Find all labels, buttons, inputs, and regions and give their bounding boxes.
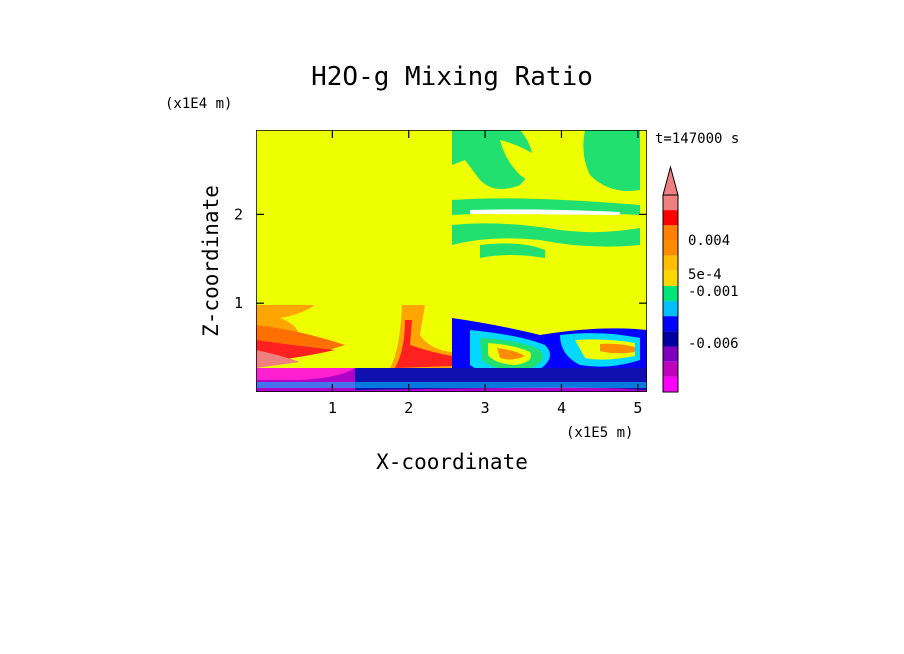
y-axis-ticks: 12 [234, 205, 647, 312]
region-green-band-3 [480, 243, 545, 258]
colorbar-swatch [663, 225, 678, 241]
y-tick-label: 1 [234, 294, 243, 312]
contour-plot-area [256, 130, 647, 392]
x-axis-title: X-coordinate [376, 450, 528, 474]
region-white-band-1 [470, 209, 620, 215]
time-label: t=147000 s [655, 131, 739, 147]
x-axis-ticks: 1 2 3 4 5 [328, 130, 642, 417]
colorbar-label: -0.001 [688, 284, 739, 300]
x-tick-label: 2 [404, 399, 413, 417]
region-pink-left [256, 350, 300, 368]
colorbar-label: 0.004 [688, 233, 730, 249]
region-green-band-2 [452, 223, 640, 247]
x-multiplier: (x1E5 m) [566, 425, 633, 441]
colorbar-swatch [663, 376, 678, 392]
region-green-upper-right [583, 130, 640, 191]
x-tick-label: 4 [557, 399, 566, 417]
colorbar: 0.004 5e-4-0.001 -0.006 [662, 165, 739, 393]
colorbar-swatch [663, 301, 678, 317]
x-tick-label: 5 [633, 399, 642, 417]
chart-title: H2O-g Mixing Ratio [311, 62, 593, 92]
colorbar-label: -0.006 [688, 336, 739, 352]
region-cyan-surface [256, 382, 647, 388]
colorbar-swatch [663, 285, 678, 302]
colorbar-swatch [663, 346, 678, 362]
colorbar-swatch [663, 361, 678, 377]
colorbar-swatch [663, 270, 678, 286]
y-axis-title: Z-coordinate [199, 185, 223, 337]
colorbar-label: 5e-4 [688, 267, 722, 283]
colorbar-extension-arrow [662, 165, 679, 196]
colorbar-swatch [663, 195, 678, 211]
y-tick-label: 2 [234, 205, 243, 223]
colorbar-swatch [663, 331, 678, 347]
colorbar-swatch [663, 210, 678, 226]
region-orange-right [497, 348, 525, 360]
region-magenta-surface [256, 368, 355, 380]
x-tick-label: 1 [328, 399, 337, 417]
colorbar-swatch [663, 240, 678, 256]
colorbar-swatch [663, 316, 678, 332]
region-green-streak-2 [500, 140, 560, 184]
region-orange-right-2 [600, 343, 635, 354]
colorbar-swatch [663, 255, 678, 271]
y-multiplier: (x1E4 m) [165, 96, 232, 112]
x-tick-label: 3 [481, 399, 490, 417]
colorbar-frame [662, 194, 679, 393]
region-red-plume [395, 320, 452, 368]
